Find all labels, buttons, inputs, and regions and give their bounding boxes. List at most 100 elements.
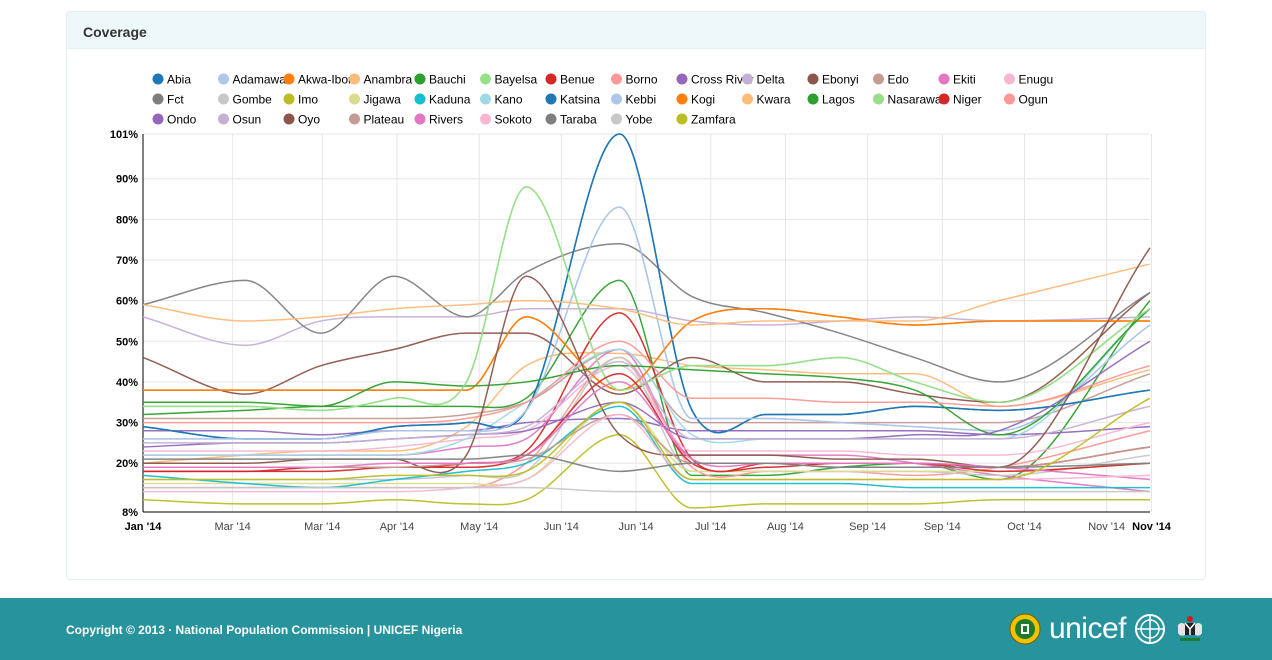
unicef-logo-text: unicef <box>1048 612 1127 645</box>
legend-dot <box>218 113 229 125</box>
legend-label: Osun <box>233 113 262 127</box>
legend-label: Ogun <box>1019 93 1048 107</box>
legend-dot <box>938 93 950 105</box>
legend-label: Benue <box>560 73 595 87</box>
series-line-fct <box>142 242 1151 383</box>
coverage-line-chart: 101% 90% 80% 70% 60% 50% 40% 30% 20% 8% Jan '14 Mar… <box>110 73 1172 534</box>
legend-dot <box>611 93 622 105</box>
legend-label: Plateau <box>364 113 405 127</box>
legend-label: Fct <box>167 93 184 107</box>
legend-dot <box>938 73 950 85</box>
legend-label: Rivers <box>429 113 463 127</box>
x-tick-label: Jan '14 <box>125 521 163 533</box>
panel-title: Coverage <box>67 12 1205 49</box>
x-tick-label: May '14 <box>460 521 498 533</box>
legend-label: Anambra <box>364 73 413 87</box>
series-line-imo <box>142 434 1150 509</box>
y-tick-label: 30% <box>116 418 138 430</box>
legend-dot <box>283 73 295 85</box>
legend-dot <box>414 93 426 105</box>
legend-dot <box>807 93 819 105</box>
x-tick-label: Jun '14 <box>618 521 653 533</box>
legend-label: Gombe <box>233 93 273 107</box>
series-line-ekiti <box>143 348 1151 493</box>
legend-label: Niger <box>953 93 982 107</box>
legend-label: Kwara <box>757 93 791 107</box>
x-tick-label: Jun '14 <box>544 521 579 533</box>
x-tick-label: Nov '14 <box>1132 521 1172 533</box>
legend-dot <box>873 73 884 85</box>
x-tick-label: Sep '14 <box>924 521 961 533</box>
series-line-ogun <box>142 340 1151 424</box>
legend-label: Delta <box>757 73 785 87</box>
legend-dot <box>480 113 491 125</box>
series-line-cross-river <box>142 417 1151 436</box>
legend-dot <box>218 73 229 85</box>
legend-dot <box>414 73 426 85</box>
footer: Copyright © 2013 · National Population C… <box>0 598 1272 660</box>
legend-label: Katsina <box>560 93 600 107</box>
y-tick-label: 70% <box>116 255 138 267</box>
legend-label: Cross River <box>691 73 754 87</box>
legend-label: Enugu <box>1019 73 1054 87</box>
legend-dot <box>480 93 491 105</box>
y-tick-label: 8% <box>122 507 138 519</box>
legend-label: Oyo <box>298 113 320 127</box>
legend-dot <box>545 73 557 85</box>
x-tick-label: Oct '14 <box>1007 521 1042 533</box>
legend-dot <box>676 73 688 85</box>
x-tick-label: Sep '14 <box>849 521 886 533</box>
legend-dot <box>414 113 426 125</box>
series-line-taraba <box>143 454 1151 473</box>
legend-dot <box>480 73 491 85</box>
legend-label: Edo <box>888 73 910 87</box>
legend-label: Abia <box>167 73 191 87</box>
nigeria-coat-of-arms-icon <box>1178 616 1202 641</box>
series-line-osun <box>143 360 1151 444</box>
x-tick-label: Mar '14 <box>304 521 340 533</box>
un-emblem-icon <box>1135 614 1165 644</box>
legend-label: Ondo <box>167 113 197 127</box>
y-tick-label: 40% <box>116 377 138 389</box>
legend-label: Kaduna <box>429 93 471 107</box>
legend-label: Bayelsa <box>495 73 538 87</box>
legend-dot <box>283 113 295 125</box>
legend-label: Ekiti <box>953 73 976 87</box>
series-line-rivers <box>143 381 1151 481</box>
legend-label: Taraba <box>560 113 597 127</box>
legend-label: Borno <box>626 73 658 87</box>
legend-dot <box>545 93 557 105</box>
x-tick-label: Jul '14 <box>695 521 726 533</box>
series-line-ebonyi <box>142 291 1151 404</box>
series-line-bauchi <box>142 279 1151 481</box>
legend-label: Kano <box>495 93 523 107</box>
series-line-lagos <box>142 308 1151 436</box>
y-tick-label: 50% <box>116 336 138 348</box>
legend-label: Nasarawa <box>888 93 942 107</box>
legend-dot <box>742 93 753 105</box>
legend-label: Imo <box>298 93 318 107</box>
legend-label: Adamawa <box>233 73 287 87</box>
legend-dot <box>1004 93 1015 105</box>
footer-logos: unicef <box>1009 612 1206 646</box>
x-tick-label: Aug '14 <box>767 521 804 533</box>
series-line-zamfara <box>142 397 1151 481</box>
series-line-adamawa <box>143 206 1151 440</box>
legend-dot <box>283 93 295 105</box>
legend-dot <box>218 93 229 105</box>
series-line-yobe <box>143 486 1150 493</box>
legend-dot <box>349 93 360 105</box>
y-tick-label: 101% <box>110 129 138 141</box>
x-tick-label: Mar '14 <box>214 521 250 533</box>
y-tick-label: 90% <box>116 174 138 186</box>
legend-dot <box>611 113 622 125</box>
y-tick-label: 20% <box>116 458 138 470</box>
legend-dot <box>152 93 164 105</box>
legend-label: Bauchi <box>429 73 466 87</box>
legend-label: Kogi <box>691 93 715 107</box>
series-line-kwara <box>142 263 1151 326</box>
legend-dot <box>807 73 819 85</box>
legend-dot <box>349 73 360 85</box>
series-line-nasarawa <box>143 186 1151 412</box>
legend-label: Kebbi <box>626 93 657 107</box>
